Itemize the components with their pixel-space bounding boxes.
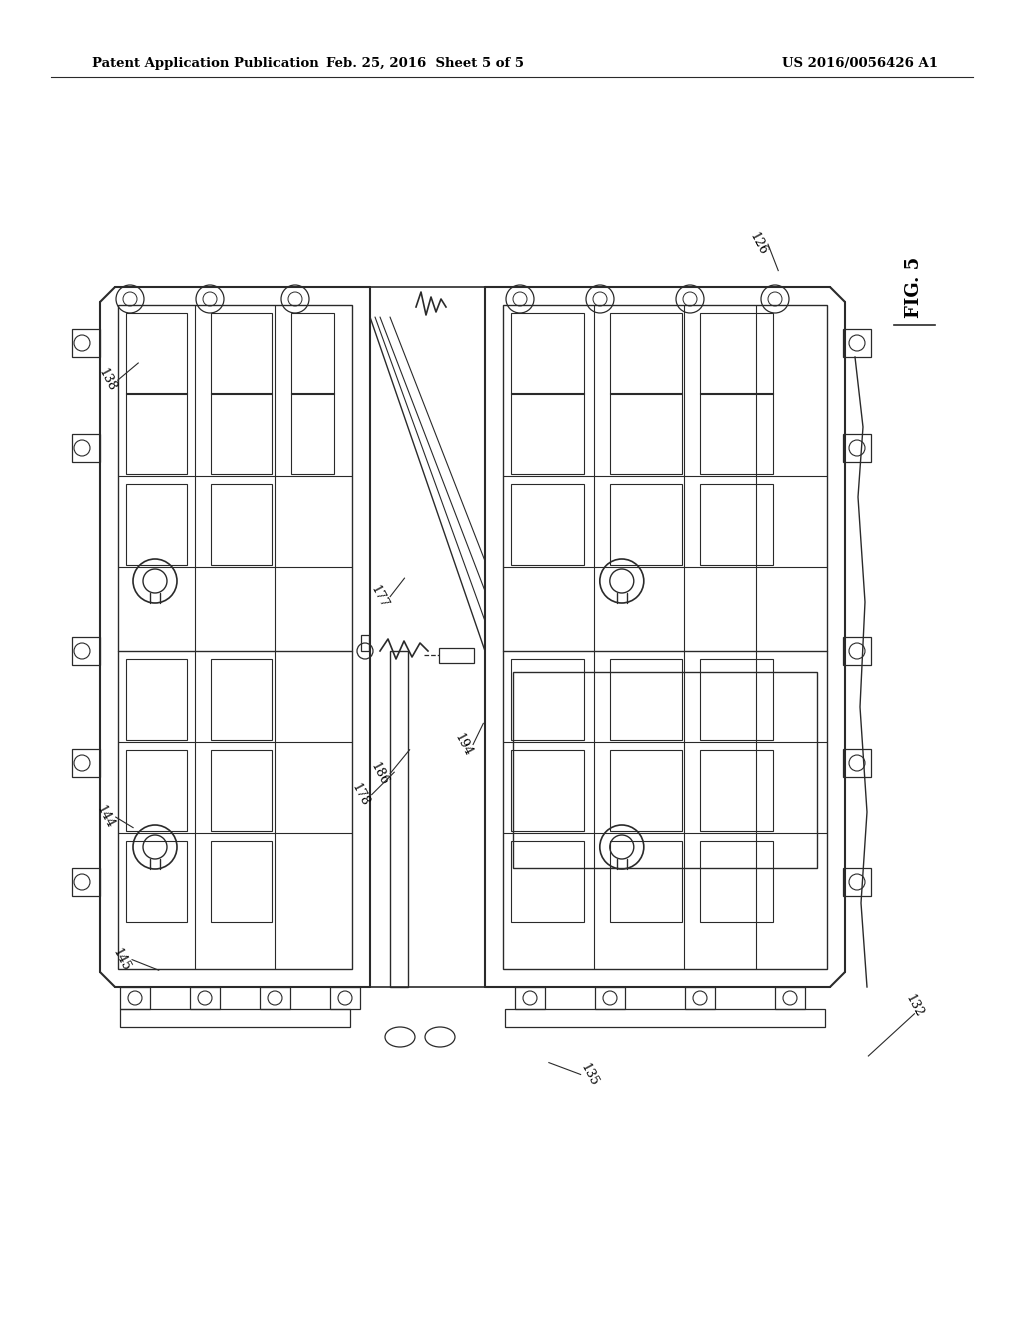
Bar: [511, 484, 584, 565]
Bar: [291, 313, 334, 393]
Bar: [72, 748, 100, 777]
Bar: [126, 313, 187, 393]
Bar: [126, 484, 187, 565]
Bar: [291, 393, 334, 474]
Bar: [211, 313, 272, 393]
Bar: [511, 313, 584, 393]
Bar: [609, 841, 682, 921]
Bar: [609, 393, 682, 474]
Bar: [700, 659, 773, 739]
Text: 126: 126: [746, 231, 769, 257]
Text: 144: 144: [94, 804, 117, 830]
Bar: [190, 987, 220, 1008]
Bar: [330, 987, 360, 1008]
Text: FIG. 5: FIG. 5: [905, 257, 924, 318]
Bar: [505, 1008, 825, 1027]
Bar: [211, 659, 272, 739]
Bar: [511, 841, 584, 921]
Bar: [126, 750, 187, 830]
Text: 135: 135: [578, 1061, 600, 1088]
Bar: [211, 841, 272, 921]
Bar: [260, 987, 290, 1008]
Text: 138: 138: [96, 367, 119, 393]
Bar: [511, 393, 584, 474]
Bar: [775, 987, 805, 1008]
Bar: [511, 659, 584, 739]
Bar: [390, 651, 408, 987]
Text: Feb. 25, 2016  Sheet 5 of 5: Feb. 25, 2016 Sheet 5 of 5: [326, 57, 524, 70]
Bar: [126, 841, 187, 921]
Bar: [118, 305, 352, 969]
Bar: [843, 869, 871, 896]
Bar: [361, 635, 369, 651]
Bar: [126, 659, 187, 739]
Bar: [211, 484, 272, 565]
Text: 186: 186: [368, 760, 390, 787]
Text: 178: 178: [349, 781, 372, 808]
Bar: [843, 434, 871, 462]
Bar: [211, 750, 272, 830]
Bar: [72, 434, 100, 462]
Bar: [439, 648, 474, 663]
Bar: [120, 1008, 350, 1027]
Bar: [609, 750, 682, 830]
Bar: [595, 987, 625, 1008]
Bar: [609, 313, 682, 393]
Text: 177: 177: [368, 583, 390, 610]
Bar: [843, 329, 871, 356]
Bar: [609, 659, 682, 739]
Bar: [72, 638, 100, 665]
Bar: [126, 393, 187, 474]
Bar: [700, 750, 773, 830]
Bar: [72, 869, 100, 896]
Bar: [700, 313, 773, 393]
Bar: [843, 748, 871, 777]
Bar: [72, 329, 100, 356]
Bar: [700, 841, 773, 921]
Text: 132: 132: [903, 993, 926, 1019]
Bar: [843, 638, 871, 665]
Text: US 2016/0056426 A1: US 2016/0056426 A1: [782, 57, 938, 70]
Bar: [685, 987, 715, 1008]
Bar: [609, 484, 682, 565]
Text: 194: 194: [452, 731, 474, 758]
Bar: [515, 987, 545, 1008]
Bar: [503, 305, 827, 969]
Bar: [700, 484, 773, 565]
Bar: [211, 393, 272, 474]
Bar: [513, 672, 817, 869]
Text: 145: 145: [110, 946, 132, 973]
Text: Patent Application Publication: Patent Application Publication: [92, 57, 318, 70]
Bar: [120, 987, 150, 1008]
Bar: [700, 393, 773, 474]
Bar: [511, 750, 584, 830]
